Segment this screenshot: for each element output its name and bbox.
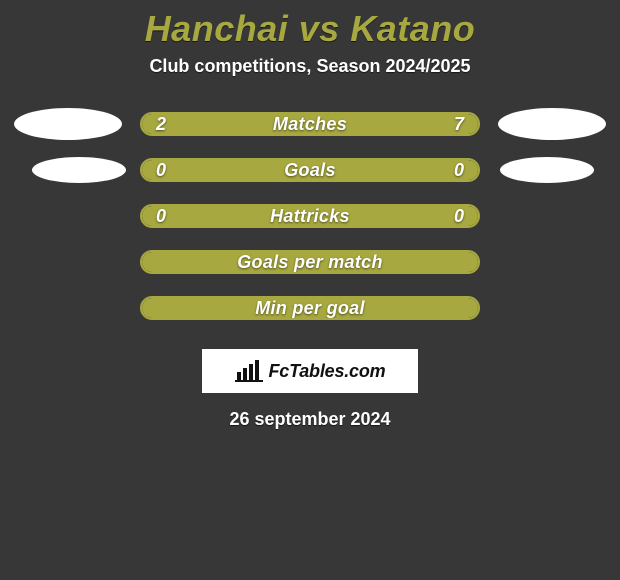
stat-label: Min per goal bbox=[142, 298, 478, 318]
brand-text: FcTables.com bbox=[269, 361, 386, 382]
stat-row-hattricks: 0 0 Hattricks bbox=[8, 193, 612, 239]
bar-chart-icon bbox=[235, 360, 263, 382]
player-right-badge bbox=[498, 108, 606, 140]
stat-bar: Goals per match bbox=[140, 250, 480, 274]
stat-bar: 0 0 Goals bbox=[140, 158, 480, 182]
page-subtitle: Club competitions, Season 2024/2025 bbox=[0, 56, 620, 101]
stat-row-gpm: Goals per match bbox=[8, 239, 612, 285]
stat-row-mpg: Min per goal bbox=[8, 285, 612, 331]
stats-rows: 2 7 Matches 0 0 Goals 0 0 bbox=[0, 101, 620, 331]
stat-label: Goals per match bbox=[142, 252, 478, 272]
stats-card: Hanchai vs Katano Club competitions, Sea… bbox=[0, 0, 620, 580]
stat-bar: 0 0 Hattricks bbox=[140, 204, 480, 228]
stat-label: Goals bbox=[142, 160, 478, 180]
stat-row-goals: 0 0 Goals bbox=[8, 147, 612, 193]
stat-label: Hattricks bbox=[142, 206, 478, 226]
team-right-badge bbox=[500, 157, 594, 183]
generated-date: 26 september 2024 bbox=[0, 409, 620, 430]
stat-label: Matches bbox=[142, 114, 478, 134]
brand-badge: FcTables.com bbox=[202, 349, 418, 393]
stat-row-matches: 2 7 Matches bbox=[8, 101, 612, 147]
stat-bar: 2 7 Matches bbox=[140, 112, 480, 136]
page-title: Hanchai vs Katano bbox=[0, 6, 620, 56]
team-left-badge bbox=[32, 157, 126, 183]
stat-bar: Min per goal bbox=[140, 296, 480, 320]
player-left-badge bbox=[14, 108, 122, 140]
